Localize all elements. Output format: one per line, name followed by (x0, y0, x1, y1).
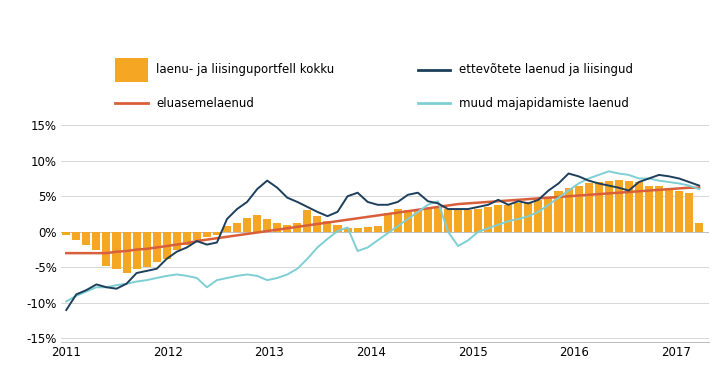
Text: muud majapidamiste laenud: muud majapidamiste laenud (459, 97, 629, 110)
Bar (193, 232, 201, 240)
Bar (695, 223, 703, 232)
Bar (554, 190, 562, 232)
Bar (685, 193, 693, 232)
Text: laenu- ja liisinguportfell kokku: laenu- ja liisinguportfell kokku (156, 63, 335, 76)
Bar (273, 223, 282, 232)
Bar (354, 228, 361, 232)
Bar (364, 227, 372, 232)
Bar (313, 216, 321, 232)
Bar (444, 209, 452, 232)
Bar (494, 205, 503, 232)
Bar (464, 211, 472, 232)
Bar (514, 203, 522, 232)
Bar (163, 232, 171, 259)
Bar (575, 185, 582, 232)
Bar (203, 232, 211, 238)
Bar (384, 212, 392, 232)
Bar (153, 232, 161, 262)
Text: eluasemelaenud: eluasemelaenud (156, 97, 254, 110)
Bar (82, 232, 91, 245)
Bar (585, 184, 593, 232)
Bar (173, 232, 181, 250)
Bar (655, 185, 663, 232)
Bar (243, 218, 251, 232)
Bar (434, 208, 442, 232)
Bar (283, 225, 292, 232)
Bar (303, 211, 311, 232)
Text: ettevõtete laenud ja liisingud: ettevõtete laenud ja liisingud (459, 63, 633, 76)
Bar (213, 232, 221, 234)
Bar (564, 188, 572, 232)
Bar (62, 232, 71, 235)
Bar (233, 223, 241, 232)
Bar (183, 232, 191, 245)
Bar (343, 228, 351, 232)
Bar (534, 200, 542, 232)
Bar (424, 208, 432, 232)
Bar (414, 209, 422, 232)
Bar (484, 207, 492, 232)
Bar (665, 188, 673, 232)
Bar (132, 232, 140, 269)
Bar (115, 58, 148, 82)
Bar (253, 215, 261, 232)
Bar (143, 232, 150, 268)
Bar (122, 232, 130, 273)
Bar (102, 232, 110, 266)
Bar (333, 225, 341, 232)
Bar (112, 232, 120, 269)
Bar (404, 211, 412, 232)
Bar (524, 202, 532, 232)
Bar (323, 221, 331, 232)
Bar (645, 185, 653, 232)
Bar (223, 226, 231, 232)
Bar (675, 190, 683, 232)
Bar (605, 180, 613, 232)
Bar (544, 198, 552, 232)
Bar (635, 182, 643, 232)
Bar (264, 219, 271, 232)
Bar (293, 223, 302, 232)
Bar (454, 211, 462, 232)
Bar (615, 180, 623, 232)
Bar (374, 226, 382, 232)
Bar (595, 182, 603, 232)
Bar (474, 209, 482, 232)
Bar (72, 232, 81, 240)
Text: Joonis 1. Eesti ettevõtete ja majapidamiste laenu- ja liisinguportfelli aastakas: Joonis 1. Eesti ettevõtete ja majapidami… (9, 21, 637, 35)
Bar (625, 180, 633, 232)
Bar (92, 232, 100, 250)
Bar (504, 205, 513, 232)
Bar (394, 209, 402, 232)
